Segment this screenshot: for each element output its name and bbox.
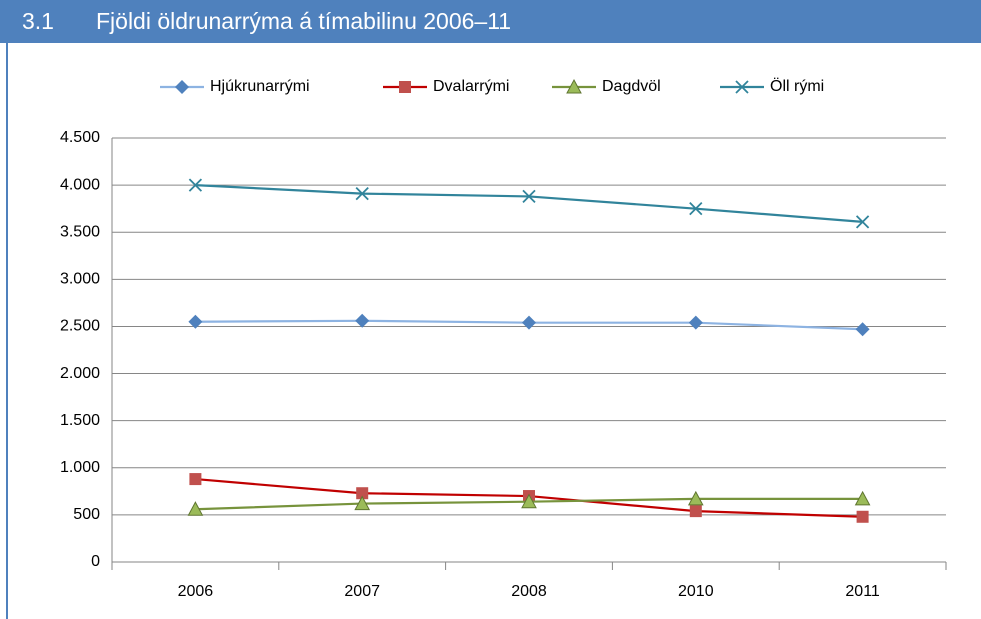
marker bbox=[856, 510, 869, 523]
marker bbox=[188, 314, 203, 329]
legend-marker bbox=[566, 78, 582, 94]
marker bbox=[688, 315, 703, 330]
x-tick-label: 2010 bbox=[678, 583, 714, 600]
figure-number: 3.1 bbox=[22, 8, 54, 34]
marker bbox=[854, 490, 871, 506]
marker bbox=[355, 313, 370, 328]
y-tick-label: 2.500 bbox=[60, 318, 100, 335]
chart-title: Fjöldi öldrunarrýma á tímabilinu 2006–11 bbox=[96, 8, 511, 34]
marker bbox=[522, 189, 536, 204]
marker bbox=[687, 490, 704, 506]
y-tick-label: 2.000 bbox=[60, 365, 100, 382]
marker bbox=[188, 178, 203, 192]
header-bar bbox=[0, 0, 981, 43]
y-tick-label: 3.000 bbox=[60, 271, 100, 288]
legend-label: Dagdvöl bbox=[602, 78, 661, 95]
x-tick-label: 2008 bbox=[511, 583, 547, 600]
legend-label: Öll rými bbox=[770, 77, 824, 95]
legend-marker bbox=[175, 80, 189, 94]
y-tick-label: 1.500 bbox=[60, 412, 100, 429]
marker bbox=[354, 495, 371, 511]
x-tick-label: 2011 bbox=[845, 583, 880, 600]
y-tick-label: 4.000 bbox=[60, 176, 100, 193]
marker bbox=[689, 505, 702, 518]
legend-label: Hjúkrunarrými bbox=[210, 78, 310, 95]
y-tick-label: 4.500 bbox=[60, 129, 100, 146]
marker bbox=[189, 473, 202, 486]
marker bbox=[187, 501, 204, 516]
x-tick-label: 2007 bbox=[344, 583, 380, 600]
marker bbox=[355, 186, 369, 201]
marker bbox=[521, 493, 537, 509]
marker bbox=[855, 322, 870, 337]
y-tick-label: 3.500 bbox=[60, 223, 100, 240]
series-line bbox=[195, 184, 863, 223]
marker bbox=[356, 487, 369, 500]
x-tick-label: 2006 bbox=[178, 583, 214, 600]
marker bbox=[855, 215, 870, 229]
legend-label: Dvalarrými bbox=[433, 78, 509, 95]
y-tick-label: 500 bbox=[73, 506, 100, 523]
marker bbox=[522, 315, 536, 330]
marker bbox=[689, 202, 703, 216]
legend-marker bbox=[735, 80, 749, 94]
y-tick-label: 1.000 bbox=[60, 459, 100, 476]
y-tick-label: 0 bbox=[91, 553, 100, 570]
legend-marker bbox=[399, 81, 411, 93]
